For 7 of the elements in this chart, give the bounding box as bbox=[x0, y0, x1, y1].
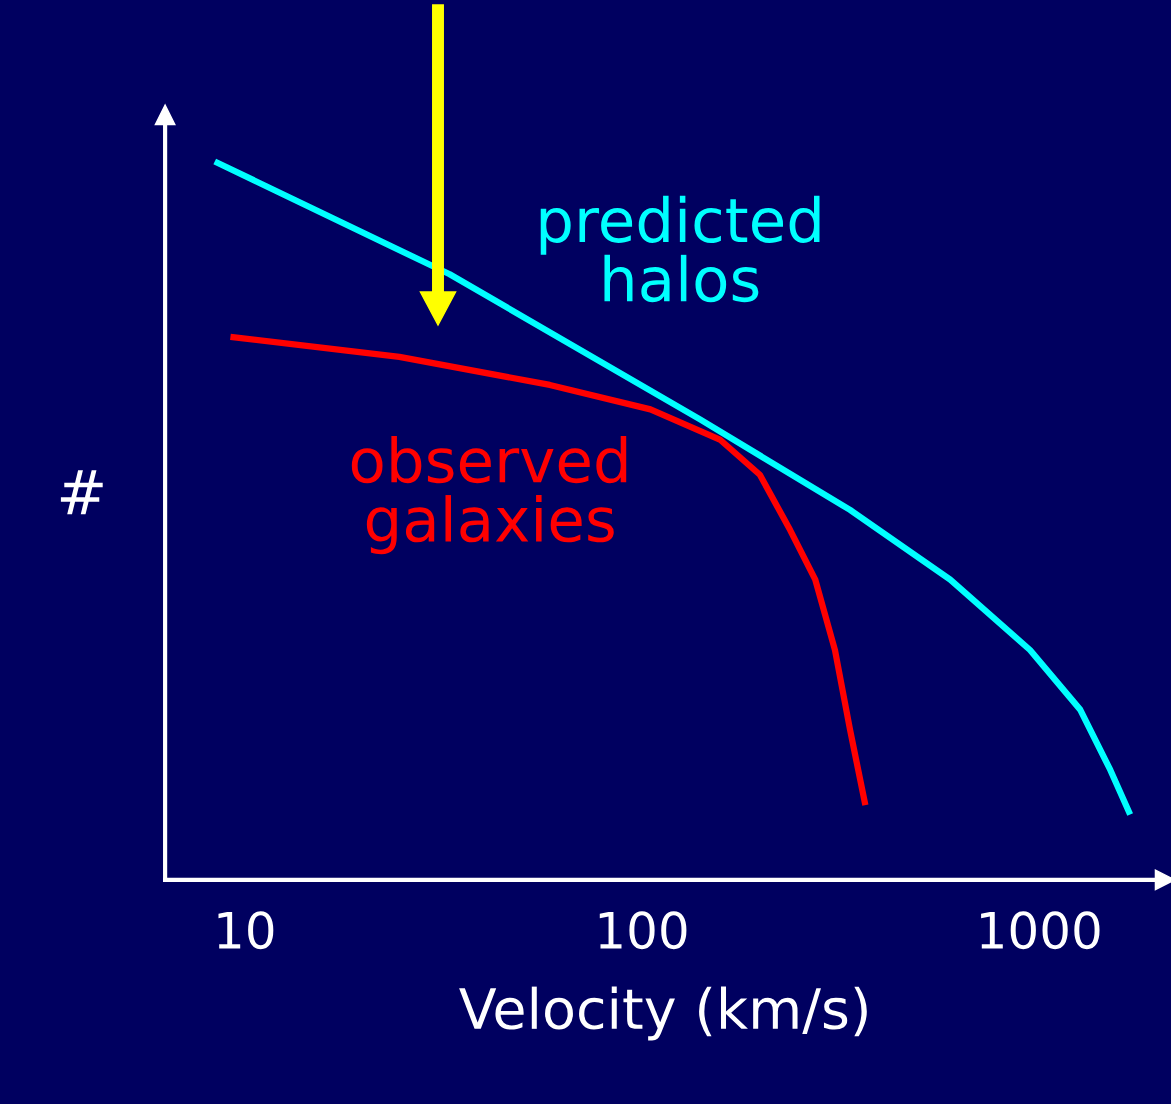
series-label: predicted halos bbox=[540, 195, 820, 303]
series-label: observed galaxies bbox=[351, 435, 627, 555]
x-tick-label: 100 bbox=[599, 911, 687, 950]
x-tick-label: 10 bbox=[218, 911, 274, 950]
x-axis-title: Velocity (km/s) bbox=[459, 986, 867, 1041]
x-tick-label: 1000 bbox=[981, 911, 1100, 950]
y-axis-title: # bbox=[60, 470, 103, 515]
